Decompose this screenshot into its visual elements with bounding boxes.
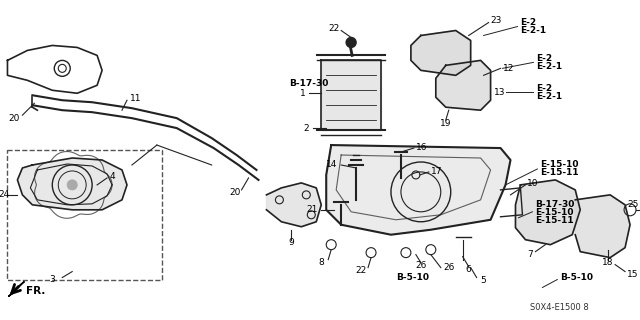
Text: 10: 10 — [527, 180, 539, 188]
Circle shape — [346, 37, 356, 47]
Text: 14: 14 — [326, 161, 337, 170]
Text: E-15-10: E-15-10 — [540, 161, 579, 170]
Text: 20: 20 — [229, 188, 240, 197]
Text: E-2-1: E-2-1 — [536, 62, 563, 71]
Polygon shape — [8, 282, 24, 296]
Text: 26: 26 — [444, 263, 455, 272]
Text: 4: 4 — [109, 172, 115, 181]
Circle shape — [67, 180, 77, 190]
Polygon shape — [575, 195, 630, 258]
Text: 17: 17 — [431, 167, 442, 176]
Polygon shape — [436, 60, 491, 110]
Text: 11: 11 — [130, 94, 141, 103]
Text: B-5-10: B-5-10 — [396, 273, 429, 282]
Text: 25: 25 — [627, 200, 639, 209]
Text: 1: 1 — [300, 89, 305, 98]
Text: 6: 6 — [466, 265, 472, 274]
Text: E-2-1: E-2-1 — [536, 92, 563, 101]
Text: 8: 8 — [318, 258, 324, 267]
Text: 19: 19 — [440, 119, 451, 128]
Text: E-2: E-2 — [520, 18, 536, 27]
Text: 9: 9 — [289, 238, 294, 247]
Text: 22: 22 — [355, 266, 367, 275]
Text: 5: 5 — [481, 276, 486, 285]
Text: 13: 13 — [494, 88, 506, 97]
Polygon shape — [515, 180, 580, 245]
Text: B-17-30: B-17-30 — [536, 200, 575, 209]
Text: E-15-10: E-15-10 — [536, 208, 574, 217]
Text: 22: 22 — [328, 24, 340, 33]
Text: 7: 7 — [527, 250, 533, 259]
Text: E-2: E-2 — [536, 54, 552, 63]
Polygon shape — [266, 183, 321, 227]
Text: 23: 23 — [491, 16, 502, 25]
Text: 3: 3 — [49, 275, 55, 284]
Text: B-5-10: B-5-10 — [560, 273, 593, 282]
Text: 20: 20 — [9, 114, 20, 123]
Text: 21: 21 — [306, 205, 317, 214]
Text: 16: 16 — [416, 142, 428, 152]
Polygon shape — [17, 158, 127, 210]
Polygon shape — [326, 145, 511, 235]
Bar — [8, 150, 162, 280]
Text: FR.: FR. — [26, 286, 46, 297]
Text: 12: 12 — [502, 64, 514, 73]
Text: E-2: E-2 — [536, 84, 552, 93]
Text: 26: 26 — [415, 261, 426, 270]
Text: E-2-1: E-2-1 — [520, 26, 547, 35]
Text: E-15-11: E-15-11 — [536, 216, 574, 225]
Text: 18: 18 — [602, 258, 614, 267]
Text: B-17-30: B-17-30 — [289, 79, 329, 88]
Text: E-15-11: E-15-11 — [540, 168, 579, 178]
Polygon shape — [411, 30, 470, 75]
Text: 2: 2 — [303, 124, 309, 132]
Text: S0X4-E1500 8: S0X4-E1500 8 — [531, 303, 589, 312]
Text: 24: 24 — [0, 190, 10, 199]
Text: 15: 15 — [627, 270, 639, 279]
Polygon shape — [321, 60, 381, 130]
